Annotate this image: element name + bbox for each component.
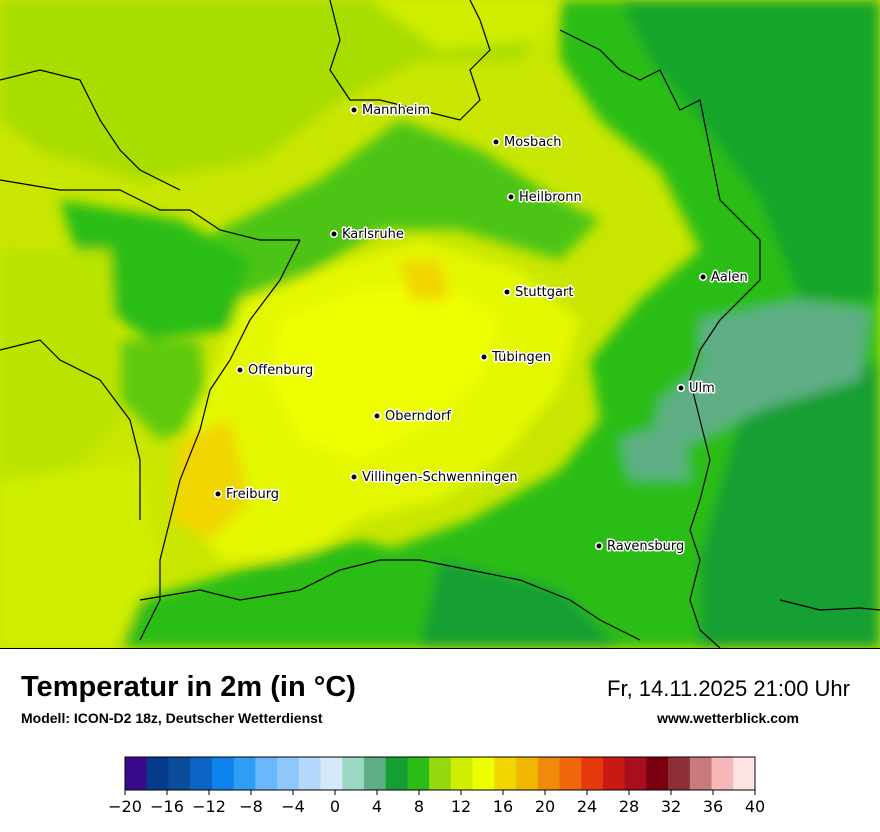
map-title: Temperatur in 2m (in °C) — [21, 671, 356, 703]
legend-swatch — [211, 757, 235, 790]
city-mannheim: Mannheim — [349, 102, 432, 120]
city-dot — [372, 411, 382, 421]
legend-tick-label: 40 — [745, 797, 765, 816]
city-dot — [698, 272, 708, 282]
city-label: Mannheim — [362, 103, 430, 118]
legend-tick-label: 8 — [414, 797, 424, 816]
legend-swatch — [537, 757, 560, 790]
legend-tick-label: 12 — [451, 797, 471, 816]
legend-swatch — [581, 757, 604, 790]
city-dot — [491, 137, 501, 147]
legend-swatch — [342, 757, 365, 790]
legend-swatch — [711, 757, 734, 790]
legend-swatch — [320, 757, 343, 790]
legend-swatch — [429, 757, 452, 790]
city-offenburg: Offenburg — [235, 362, 315, 380]
city-dot — [349, 472, 359, 482]
info-panel: Temperatur in 2m (in °C) Modell: ICON-D2… — [0, 649, 880, 830]
legend-swatch — [689, 757, 713, 790]
legend-tick-label: 32 — [661, 797, 681, 816]
city-dot — [235, 365, 245, 375]
city-label: Karlsruhe — [342, 227, 404, 242]
city-label: Heilbronn — [519, 190, 582, 205]
legend-swatch — [407, 757, 430, 790]
city-label: Offenburg — [248, 363, 313, 378]
legend-swatch — [125, 757, 148, 790]
city-ulm: Ulm — [676, 380, 716, 398]
legend-swatch — [559, 757, 582, 790]
city-karlsruhe: Karlsruhe — [329, 226, 405, 244]
legend-tick-label: 0 — [330, 797, 340, 816]
legend-tick-label: 24 — [577, 797, 597, 816]
legend-swatch — [190, 757, 213, 790]
legend-swatch — [733, 757, 756, 790]
city-freiburg: Freiburg — [213, 486, 281, 504]
legend-tick-label: 4 — [372, 797, 382, 816]
legend-swatch — [450, 757, 474, 790]
legend-ticks: −20 −16 −12 −8 −4 0 4 8 12 16 20 24 28 32 36 40 — [108, 790, 765, 816]
legend-swatches — [124, 756, 756, 791]
border-lines — [0, 0, 880, 648]
legend-tick-label: −4 — [281, 797, 305, 816]
city-label: Tübingen — [491, 350, 551, 365]
legend-swatch — [168, 757, 191, 790]
city-heilbronn: Heilbronn — [506, 189, 583, 207]
legend-swatch — [385, 757, 408, 790]
legend-tick-label: −8 — [239, 797, 263, 816]
legend-tick-label: 20 — [535, 797, 555, 816]
legend-border — [124, 756, 756, 791]
legend-swatch — [255, 757, 278, 790]
city-mosbach: Mosbach — [491, 134, 563, 152]
temperature-field — [0, 0, 880, 648]
forecast-datetime: Fr, 14.11.2025 21:00 Uhr — [607, 676, 850, 701]
model-source: Modell: ICON-D2 18z, Deutscher Wetterdie… — [21, 710, 323, 726]
color-legend: −20 −16 −12 −8 −4 0 4 8 12 16 20 24 28 32 36 40 — [108, 756, 765, 816]
city-ravensburg: Ravensburg — [594, 538, 686, 556]
city-markers: Mannheim Mosbach Heilbronn Karlsruhe Aalen St… — [213, 102, 749, 556]
city-oberndorf: Oberndorf — [372, 408, 453, 426]
city-label: Ravensburg — [607, 539, 684, 554]
legend-swatch — [298, 757, 322, 790]
legend-tick-label: 28 — [619, 797, 639, 816]
legend-swatch — [233, 757, 256, 790]
city-t-bingen: Tübingen — [479, 349, 553, 367]
city-label: Mosbach — [504, 135, 562, 150]
city-villingen-schwenningen: Villingen-Schwenningen — [349, 469, 519, 487]
legend-swatch — [668, 757, 691, 790]
city-dot — [676, 383, 686, 393]
legend-swatch — [363, 757, 387, 790]
legend-tick-label: −20 — [108, 797, 142, 816]
legend-swatch — [624, 757, 647, 790]
legend-swatch — [602, 757, 626, 790]
legend-tick-label: −16 — [150, 797, 184, 816]
legend-swatch — [472, 757, 495, 790]
city-label: Freiburg — [226, 487, 279, 502]
legend-swatch — [516, 757, 539, 790]
city-dot — [479, 352, 489, 362]
city-label: Aalen — [711, 270, 748, 285]
city-label: Stuttgart — [515, 285, 573, 300]
city-dot — [329, 229, 339, 239]
legend-tick-label: 16 — [493, 797, 513, 816]
legend-tick-label: 36 — [703, 797, 723, 816]
temperature-map: Mannheim Mosbach Heilbronn Karlsruhe Aalen St… — [0, 0, 880, 649]
legend-swatch — [494, 757, 517, 790]
city-stuttgart: Stuttgart — [502, 284, 575, 302]
city-label: Oberndorf — [385, 409, 451, 424]
city-dot — [506, 192, 516, 202]
city-label: Villingen-Schwenningen — [362, 470, 518, 485]
city-dot — [349, 105, 359, 115]
legend-swatch — [646, 757, 669, 790]
city-aalen: Aalen — [698, 269, 749, 287]
city-dot — [594, 541, 604, 551]
city-label: Ulm — [689, 381, 715, 396]
legend-swatch — [146, 757, 169, 790]
website-link[interactable]: www.wetterblick.com — [657, 710, 799, 726]
city-dot — [213, 489, 223, 499]
legend-tick-label: −12 — [192, 797, 226, 816]
map-canvas: Mannheim Mosbach Heilbronn Karlsruhe Aalen St… — [0, 0, 880, 648]
legend-swatch — [277, 757, 300, 790]
city-dot — [502, 287, 512, 297]
